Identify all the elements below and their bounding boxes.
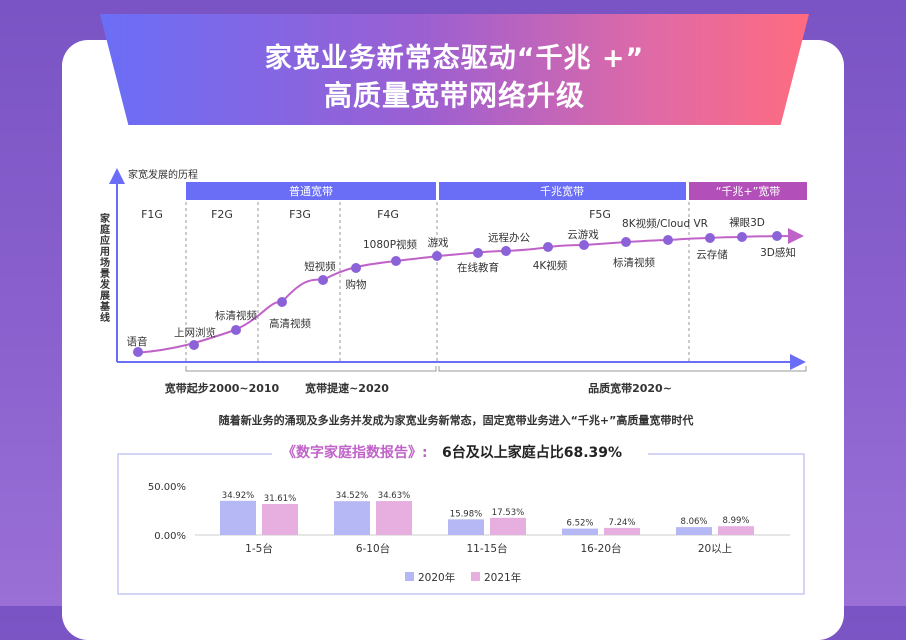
app-point (543, 242, 553, 252)
roadmap-y-axis-title: 家庭应用场景发展基线 (99, 212, 111, 324)
bar (718, 526, 754, 535)
band-gigabit-plus-broadband (689, 182, 807, 200)
bar (376, 501, 412, 535)
bar-value-label: 34.92% (222, 491, 254, 501)
generation-label-f3g: F3G (289, 208, 311, 221)
x-tick-label: 16-20台 (580, 542, 621, 555)
period-brackets (185, 366, 807, 372)
y-tick-label: 50.00% (148, 482, 186, 493)
band-label-gigabit-plus: “千兆+”宽带 (716, 184, 781, 198)
app-label: 高清视频 (269, 317, 311, 330)
app-point (501, 246, 511, 256)
x-tick-label: 1-5台 (245, 542, 273, 555)
app-point (391, 256, 401, 266)
bar-value-label: 8.06% (680, 517, 707, 527)
legend-label: 2021年 (484, 571, 521, 584)
period-label-speedup: 宽带提速~2020 (304, 381, 389, 395)
x-tick-label: 11-15台 (466, 542, 507, 555)
bar (562, 528, 598, 535)
app-label: 语音 (127, 335, 148, 348)
app-point (772, 231, 782, 241)
bar-value-label: 17.53% (492, 508, 524, 518)
app-label: 游戏 (428, 236, 449, 249)
bar-chart: 50.00% 0.00% 34.92% 31.61% 1-5台 34.52% 34.63% 6… (148, 482, 790, 584)
generation-dividers (185, 202, 690, 362)
app-point (189, 340, 199, 350)
legend-swatch (405, 572, 414, 581)
band-label-normal: 普通宽带 (289, 184, 333, 198)
bar-chart-title-highlight: 6台及以上家庭占比68.39% (442, 444, 622, 461)
bar (262, 504, 298, 535)
bar (334, 501, 370, 535)
app-label: 购物 (346, 278, 367, 291)
title-banner: 家宽业务新常态驱动“千兆 +” 高质量宽带网络升级 (100, 14, 809, 125)
bar (490, 517, 526, 535)
app-point (737, 232, 747, 242)
infographic-canvas: 家宽发展的历程 家庭应用场景发展基线 普通宽带 千兆宽带 “千兆+”宽带 F1G… (99, 168, 807, 595)
legend-swatch (471, 572, 480, 581)
app-point (579, 240, 589, 250)
roadmap-x-axis-title: 家宽发展的历程 (128, 168, 198, 181)
generation-label-f1g: F1G (141, 208, 163, 221)
generation-label-f4g: F4G (377, 208, 399, 221)
page-title-line2: 高质量宽带网络升级 (323, 79, 585, 112)
bar-value-label: 8.99% (722, 516, 749, 526)
bar (604, 527, 640, 535)
content-card (62, 40, 844, 640)
bar-value-label: 34.52% (336, 491, 368, 501)
x-tick-label: 6-10台 (356, 542, 390, 555)
bar-chart-title-source: 《数字家庭指数报告》: (282, 444, 428, 461)
app-point (318, 275, 328, 285)
app-label: 云存储 (696, 248, 728, 261)
app-label: 3D感知 (760, 246, 796, 259)
app-point (432, 251, 442, 261)
app-point (705, 233, 715, 243)
app-point (351, 263, 361, 273)
app-label: 上网浏览 (174, 326, 216, 339)
band-gigabit-broadband (439, 182, 686, 200)
app-point (133, 347, 143, 357)
bar-value-label: 7.24% (608, 518, 635, 528)
bar-value-label: 6.52% (566, 519, 593, 529)
app-label: 4K视频 (533, 259, 568, 272)
app-point (663, 235, 673, 245)
bar (676, 527, 712, 535)
band-label-gigabit: 千兆宽带 (540, 184, 584, 198)
bar-value-label: 15.98% (450, 509, 482, 519)
generation-label-f2g: F2G (211, 208, 233, 221)
app-point (473, 248, 483, 258)
app-label: 1080P视频 (363, 238, 418, 251)
bar (220, 500, 256, 535)
period-label-start: 宽带起步2000~2010 (164, 381, 280, 395)
bar-value-label: 31.61% (264, 494, 296, 504)
bar-value-label: 34.63% (378, 491, 410, 501)
bar (448, 519, 484, 535)
app-point (277, 297, 287, 307)
app-label: 8K视频/Cloud VR (622, 217, 708, 230)
page-title-line1: 家宽业务新常态驱动“千兆 +” (264, 43, 645, 74)
app-label: 远程办公 (488, 231, 530, 244)
bar-chart-title-background (272, 440, 648, 466)
app-point (231, 325, 241, 335)
app-label: 在线教育 (457, 261, 499, 274)
app-label: 云游戏 (567, 228, 599, 241)
app-label: 标清视频 (215, 309, 257, 322)
app-point (621, 237, 631, 247)
x-tick-label: 20以上 (698, 543, 732, 555)
generation-label-f5g: F5G (589, 208, 611, 221)
legend-label: 2020年 (418, 571, 455, 584)
caption: 随着新业务的涌现及多业务并发成为家宽业务新常态，固定宽带业务进入“千兆+”高质量… (219, 413, 694, 427)
band-normal-broadband (186, 182, 436, 200)
period-label-quality: 品质宽带2020~ (588, 381, 672, 395)
y-tick-label: 0.00% (154, 531, 186, 542)
app-label: 短视频 (304, 260, 336, 273)
app-label: 标清视频 (613, 256, 655, 269)
app-label: 裸眼3D (729, 216, 765, 229)
